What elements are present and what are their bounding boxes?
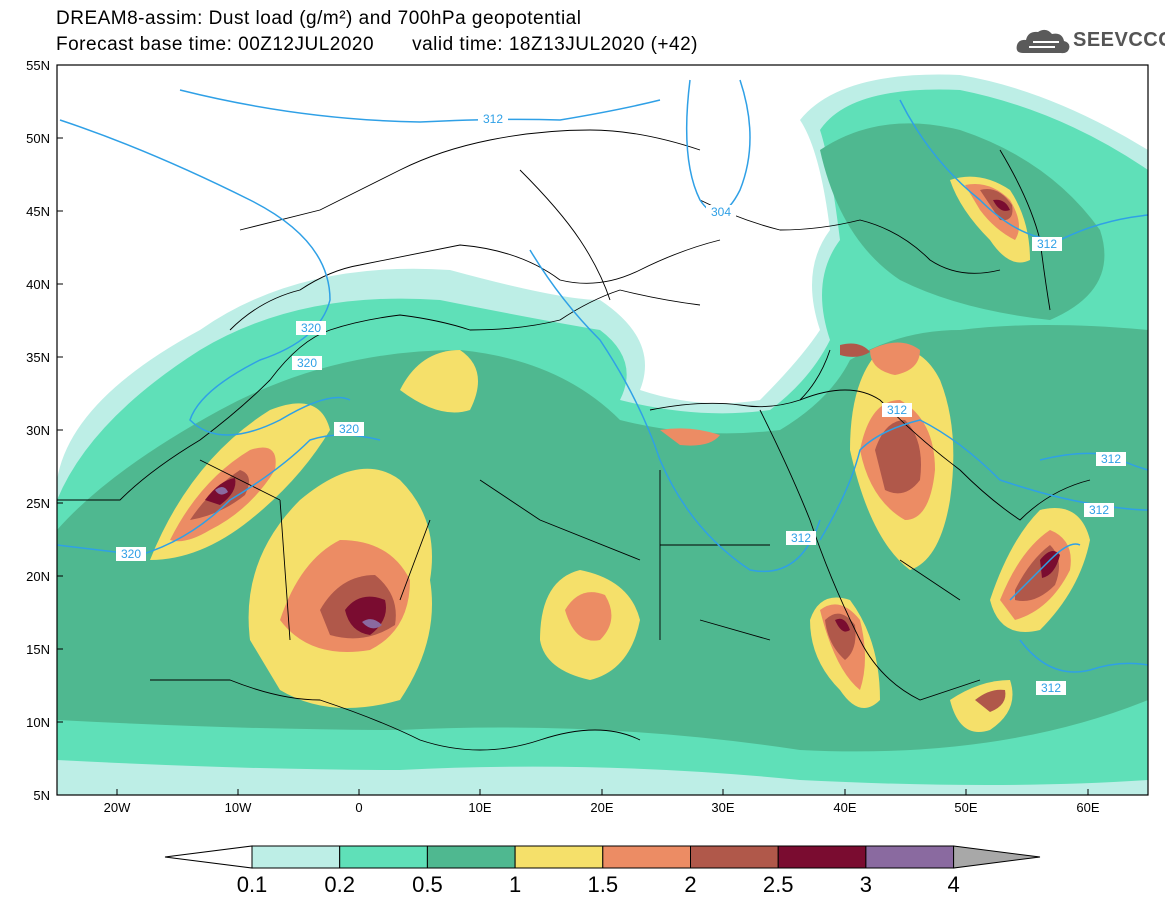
colorbar-segment [602,845,691,869]
svg-text:312: 312 [1101,452,1121,466]
svg-text:15N: 15N [26,642,50,657]
forecast-base-time: Forecast base time: 00Z12JUL2020 [56,34,375,55]
lon-tick: 20E [590,789,614,815]
lat-tick: 25N [26,496,63,511]
lat-tick: 30N [26,423,63,438]
latitude-axis: 55N 50N 45N 40N 35N 30N 25N 20N 15N 10N … [26,58,63,803]
lon-tick: 30E [711,789,735,815]
colorbar-segment [339,845,428,869]
svg-text:45N: 45N [26,204,50,219]
colorbar-tick-label: 0.2 [324,872,355,897]
colorbar-tick-label: 2 [684,872,696,897]
svg-text:312: 312 [887,403,907,417]
svg-text:30N: 30N [26,423,50,438]
svg-text:312: 312 [483,112,503,126]
colorbar-tick-label: 2.5 [763,872,794,897]
cloud-logo-icon [1016,29,1070,54]
svg-text:320: 320 [339,422,359,436]
svg-text:25N: 25N [26,496,50,511]
lon-tick: 50E [954,789,978,815]
svg-text:312: 312 [1041,681,1061,695]
svg-text:40E: 40E [833,800,856,815]
lat-tick: 15N [26,642,63,657]
svg-text:0: 0 [355,800,362,815]
svg-text:20E: 20E [590,800,613,815]
lat-tick: 20N [26,569,63,584]
valid-time: valid time: 18Z13JUL2020 (+42) [412,34,698,55]
lat-tick: 5N [33,788,50,803]
svg-text:320: 320 [121,547,141,561]
colorbar-low-arrow [164,845,253,869]
lat-tick: 35N [26,350,63,365]
colorbar-tick-label: 1 [509,872,521,897]
contour-label: 312 [786,531,816,545]
contour-label: 320 [334,422,364,436]
colorbar-segment [865,845,955,869]
svg-text:50N: 50N [26,131,50,146]
lon-tick: 20W [104,789,131,815]
svg-text:55N: 55N [26,58,50,73]
longitude-axis: 20W 10W 0 10E 20E 30E 40E 50E 60E [104,789,1100,815]
colorbar-tick-label: 4 [947,872,959,897]
svg-text:5N: 5N [33,788,50,803]
contour-label: 304 [706,205,736,219]
contour-label: 312 [478,112,508,126]
logo-text: SEEVCCC [1073,29,1165,51]
dust-field [57,65,1148,795]
lon-tick: 10W [225,789,252,815]
svg-text:50E: 50E [954,800,977,815]
svg-text:20W: 20W [104,800,131,815]
contour-label: 320 [116,547,146,561]
map-subtitle: Forecast base time: 00Z12JUL2020 valid ti… [56,34,698,56]
lat-tick: 45N [26,204,63,219]
map-title: DREAM8-assim: Dust load (g/m²) and 700hP… [56,8,582,29]
lat-tick: 40N [26,277,63,292]
coastlines [57,129,1091,751]
svg-text:35N: 35N [26,350,50,365]
colorbar-tick-label: 0.5 [412,872,443,897]
svg-text:10N: 10N [26,715,50,730]
svg-text:312: 312 [1089,503,1109,517]
svg-text:30E: 30E [711,800,734,815]
lon-tick: 40E [833,789,857,815]
svg-text:10W: 10W [225,800,252,815]
colorbar-segment [514,845,604,869]
svg-text:312: 312 [1037,237,1057,251]
colorbar-tick-label: 0.1 [237,872,268,897]
contour-labels: 312 304 312 320 320 320 320 312 312 312 … [116,112,1126,695]
lon-tick: 60E [1076,789,1100,815]
colorbar-segment [251,845,341,869]
colorbar-segment [426,845,516,869]
colorbar: 0.1 0.2 0.5 1 1.5 2 2.5 3 4 [164,845,1041,897]
colorbar-segment [777,845,867,869]
colorbar-high-arrow [953,845,1041,869]
colorbar-tick-label: 1.5 [588,872,619,897]
geopotential-contours [57,79,1148,673]
contour-label: 312 [882,403,912,417]
seevccc-logo: SEEVCCC [1015,27,1165,57]
svg-text:60E: 60E [1076,800,1099,815]
contour-label: 312 [1084,503,1114,517]
lon-tick: 10E [468,789,492,815]
colorbar-tick-label: 3 [860,872,872,897]
svg-text:320: 320 [301,321,321,335]
svg-text:304: 304 [711,205,731,219]
svg-text:10E: 10E [468,800,491,815]
svg-text:20N: 20N [26,569,50,584]
contour-label: 312 [1036,681,1066,695]
svg-text:312: 312 [791,531,811,545]
colorbar-segment [690,845,779,869]
contour-label: 312 [1096,452,1126,466]
svg-text:40N: 40N [26,277,50,292]
contour-label: 320 [296,321,326,335]
lat-tick: 10N [26,715,63,730]
lat-tick: 55N [26,58,63,73]
lat-tick: 50N [26,131,63,146]
svg-text:320: 320 [297,356,317,370]
contour-label: 312 [1032,237,1062,251]
lon-tick: 0 [355,789,363,815]
contour-label: 320 [292,356,322,370]
